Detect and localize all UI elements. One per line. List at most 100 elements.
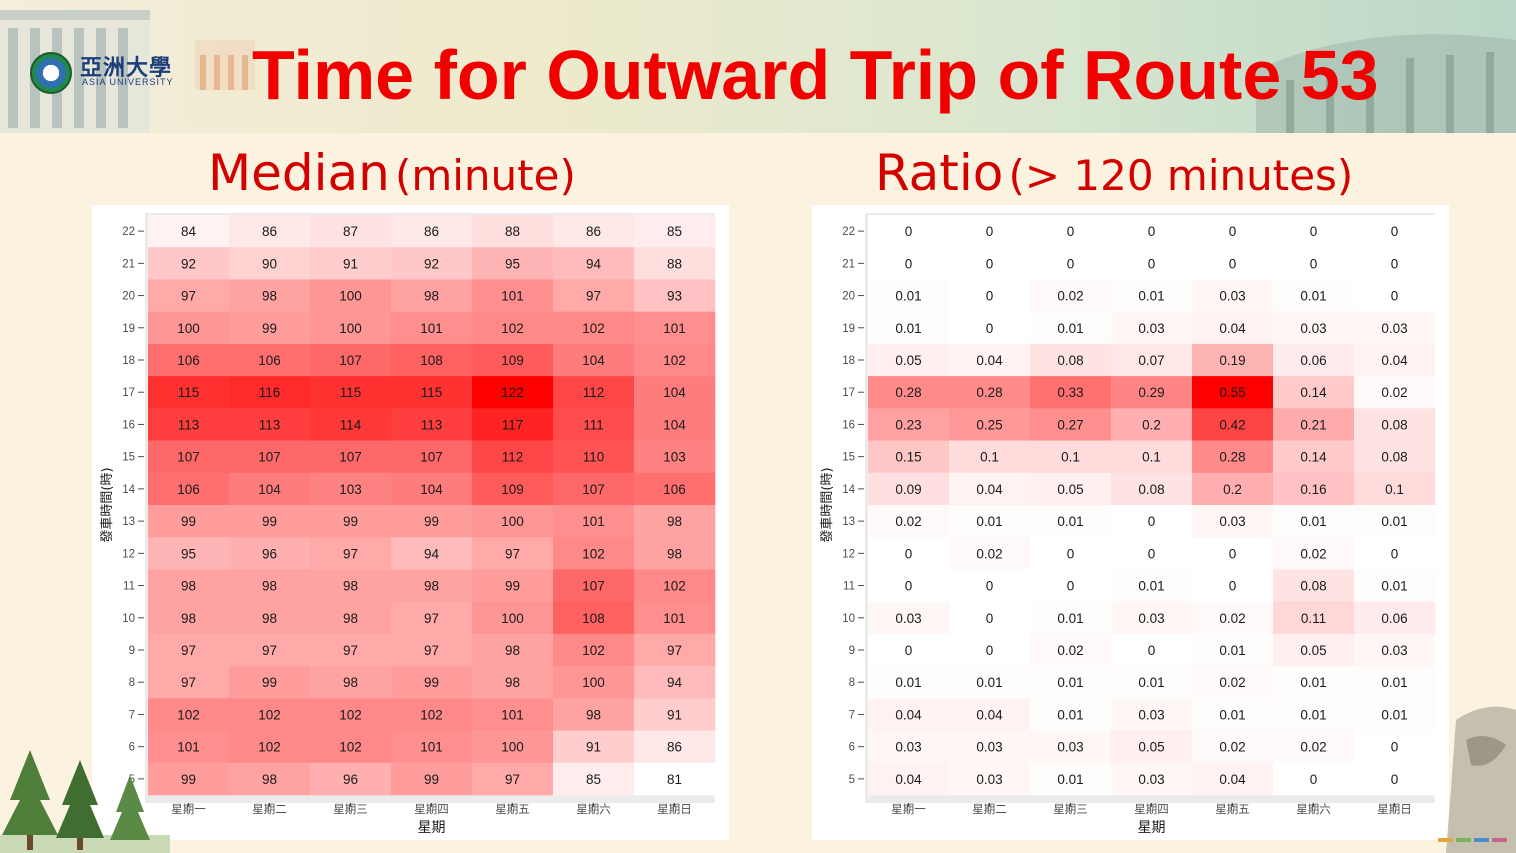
median-cell-label: 102	[420, 707, 443, 722]
ratio-cell-label: 0	[905, 579, 913, 594]
ratio-cell-label: 0.55	[1219, 385, 1245, 400]
median-cell-label: 108	[420, 353, 443, 368]
median-cell-label: 98	[262, 611, 277, 626]
ratio-cell	[1111, 472, 1193, 506]
ratio-cell-label: 0	[986, 611, 994, 626]
ratio-cell-label: 0	[1229, 224, 1237, 239]
ratio-cell	[1354, 408, 1436, 441]
median-cell	[391, 440, 473, 474]
median-x-tick-label: 星期二	[252, 802, 287, 816]
ratio-cell-label: 0.42	[1219, 417, 1245, 432]
median-cell-label: 97	[181, 289, 196, 304]
median-cell-label: 98	[181, 579, 196, 594]
median-cell-label: 99	[181, 514, 196, 529]
median-cell-label: 102	[582, 321, 605, 336]
ratio-cell-label: 0	[986, 579, 994, 594]
median-cell	[229, 505, 311, 538]
median-y-tick-label: 13	[122, 516, 135, 528]
ratio-cell	[949, 247, 1031, 280]
ratio-cell-label: 0.21	[1300, 417, 1326, 432]
ratio-cell	[1273, 408, 1355, 441]
ratio-cell	[1192, 440, 1274, 474]
median-cell-label: 103	[339, 482, 362, 497]
median-cell-label: 94	[586, 256, 602, 271]
median-y-axis-label: 發車時間(時)	[100, 467, 115, 542]
ratio-cell	[868, 215, 950, 248]
median-cell	[472, 376, 554, 409]
logo-name-english: ASIA UNIVERSITY	[82, 77, 174, 87]
ratio-cell-label: 0.04	[895, 707, 922, 722]
ratio-cell-label: 0.03	[1057, 740, 1083, 755]
median-cell-label: 112	[502, 450, 524, 465]
ratio-cell-label: 0.01	[1219, 643, 1245, 658]
median-cell	[148, 408, 230, 441]
median-x-tick-label: 星期五	[495, 802, 530, 816]
ratio-cell-label: 0	[905, 256, 913, 271]
median-cell-label: 98	[262, 289, 277, 304]
median-cell	[553, 537, 635, 570]
median-cell-label: 104	[663, 417, 686, 432]
median-cell-label: 94	[667, 675, 683, 690]
median-cell-label: 97	[424, 643, 439, 658]
ratio-cell	[949, 215, 1031, 248]
ratio-cell-label: 0.09	[895, 482, 921, 497]
median-cell	[391, 633, 473, 667]
median-cell-label: 92	[181, 256, 196, 271]
median-cell	[553, 666, 635, 699]
ratio-heatmap: 0 0 0 0 0 0 0 0 0 0 0 0 0 0 0.01 0 0.02 0.01 0.03 0.01 0 0.01…	[820, 213, 1436, 836]
ratio-cell-label: 0.02	[1219, 611, 1245, 626]
ratio-cell	[1192, 569, 1274, 602]
ratio-cell-label: 0	[905, 546, 913, 561]
median-cell	[229, 440, 311, 474]
median-cell	[148, 311, 230, 345]
ratio-cell	[1111, 440, 1193, 474]
median-cell	[391, 311, 473, 345]
ratio-cell-label: 0.19	[1219, 353, 1245, 368]
ratio-cell	[868, 408, 950, 441]
median-cell-label: 86	[667, 740, 682, 755]
ratio-cell-label: 0.16	[1300, 482, 1326, 497]
ratio-y-tick-label: 11	[843, 581, 855, 593]
median-cell-label: 85	[667, 224, 682, 239]
median-title-unit: (minute)	[394, 151, 576, 200]
median-cell-label: 93	[667, 289, 682, 304]
median-cell	[229, 311, 311, 345]
ratio-cell	[1192, 311, 1274, 345]
median-cell-label: 95	[181, 546, 196, 561]
median-cell-label: 90	[262, 256, 277, 271]
median-cell-label: 108	[582, 611, 605, 626]
decorative-dash	[1438, 838, 1507, 842]
ratio-chart-title: Ratio (> 120 minutes)	[875, 138, 1353, 220]
ratio-y-tick-label: 15	[842, 452, 855, 464]
median-cell-label: 102	[582, 546, 605, 561]
ratio-cell	[949, 666, 1031, 699]
median-cell	[472, 472, 554, 506]
ratio-cell	[1192, 601, 1274, 635]
median-cell-label: 84	[181, 224, 197, 239]
median-cell	[391, 279, 473, 312]
median-cell	[472, 311, 554, 345]
ratio-cell	[1030, 633, 1112, 667]
ratio-y-axis-label: 發車時間(時)	[820, 467, 835, 542]
ratio-cell	[1192, 633, 1274, 667]
median-cell-label: 97	[343, 643, 358, 658]
median-cell-label: 106	[258, 353, 281, 368]
ratio-cell	[1273, 279, 1355, 312]
ratio-cell-label: 0.02	[1300, 740, 1326, 755]
ratio-cell	[1354, 730, 1436, 764]
median-cell-label: 91	[667, 707, 682, 722]
ratio-cell	[1030, 666, 1112, 699]
ratio-cell	[1354, 472, 1436, 506]
median-cell	[391, 601, 473, 635]
median-cell	[472, 601, 554, 635]
median-cell-label: 102	[501, 321, 524, 336]
median-cell-label: 113	[178, 417, 200, 432]
ratio-cell	[1030, 408, 1112, 441]
median-cell	[391, 569, 473, 602]
ratio-x-tick-label: 星期四	[1134, 802, 1169, 816]
median-cell-label: 97	[181, 675, 196, 690]
median-cell	[472, 505, 554, 538]
median-cell-label: 99	[424, 675, 439, 690]
median-cell-label: 115	[421, 385, 443, 400]
ratio-cell	[1030, 730, 1112, 764]
